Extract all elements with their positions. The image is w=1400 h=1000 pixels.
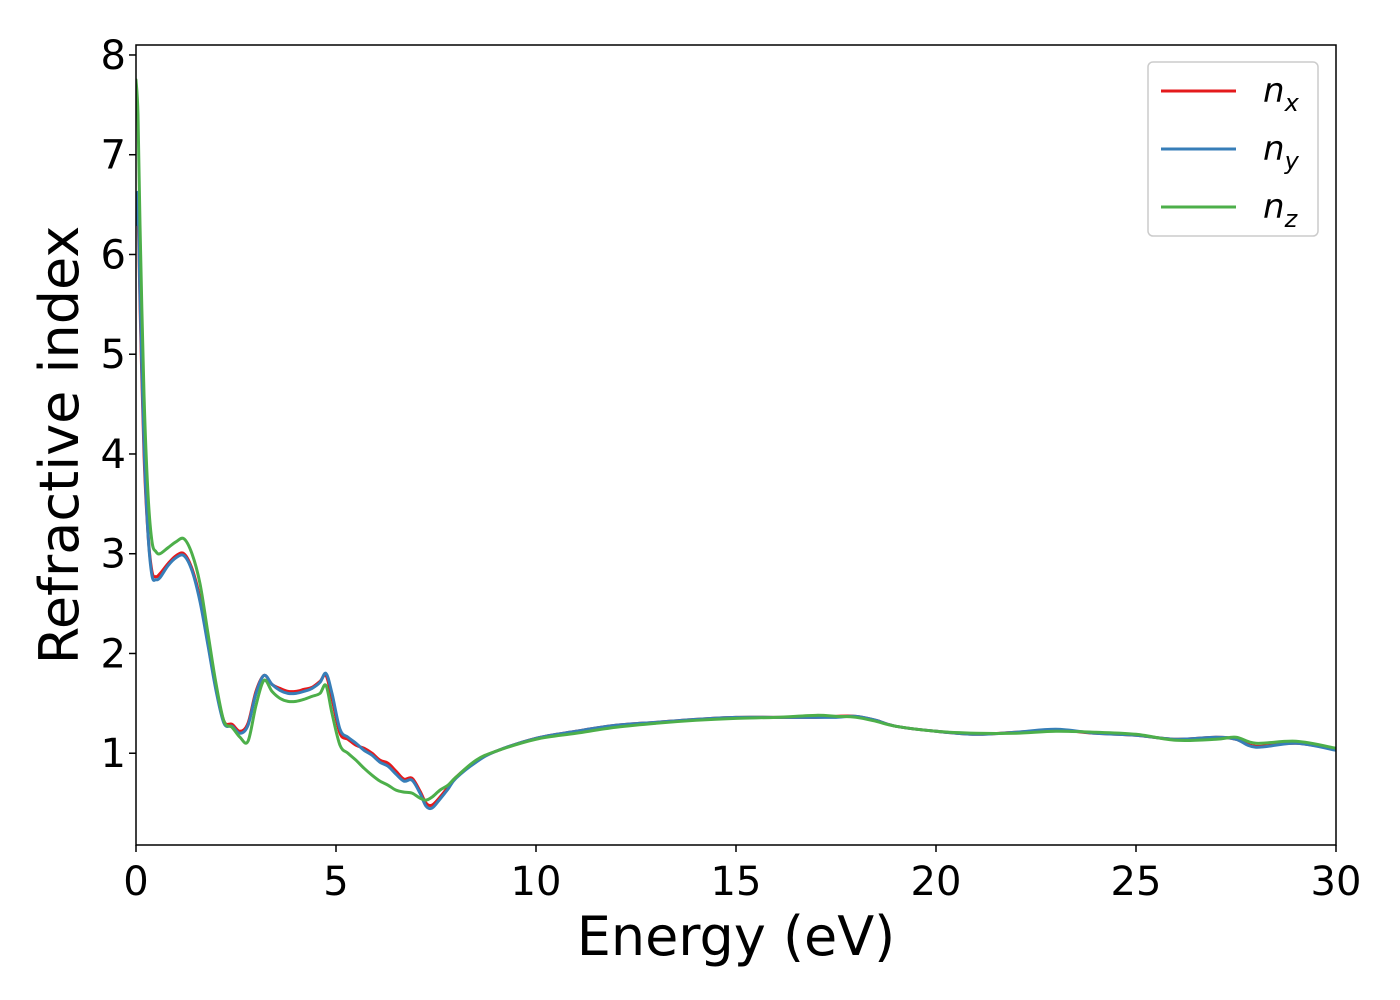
x-axis-label: Energy (eV) bbox=[577, 905, 896, 968]
series-line-x bbox=[136, 191, 1336, 808]
legend-label-x: nx bbox=[1263, 71, 1300, 117]
y-axis: 1 2 3 4 5 6 7 8 bbox=[101, 33, 136, 777]
y-tick-label: 4 bbox=[101, 432, 126, 478]
x-tick-label: 0 bbox=[123, 859, 148, 905]
series-layer bbox=[136, 78, 1336, 811]
legend-label-z: nz bbox=[1263, 187, 1299, 233]
x-tick-label: 25 bbox=[1111, 859, 1162, 905]
legend-label-sub: y bbox=[1284, 147, 1300, 175]
y-tick-label: 2 bbox=[101, 631, 126, 677]
y-tick-label: 1 bbox=[101, 731, 126, 777]
legend-label-main: n bbox=[1263, 129, 1285, 169]
legend-label-sub: z bbox=[1284, 205, 1299, 233]
y-tick-label: 6 bbox=[101, 232, 126, 278]
y-tick-label: 5 bbox=[101, 332, 126, 378]
legend-label-sub: x bbox=[1284, 89, 1300, 117]
series-line-y bbox=[136, 190, 1336, 811]
legend-label-main: n bbox=[1263, 187, 1285, 227]
legend-label-main: n bbox=[1263, 71, 1285, 111]
x-tick-label: 20 bbox=[911, 859, 962, 905]
legend-label-y: ny bbox=[1263, 129, 1300, 175]
y-tick-label: 3 bbox=[101, 532, 126, 578]
x-tick-label: 30 bbox=[1311, 859, 1362, 905]
series-line-z bbox=[136, 78, 1336, 802]
x-tick-label: 10 bbox=[511, 859, 562, 905]
y-tick-label: 8 bbox=[101, 33, 126, 79]
y-tick-label: 7 bbox=[101, 133, 126, 179]
y-axis-label: Refractive index bbox=[28, 226, 91, 665]
x-axis: 0 5 10 15 20 25 30 bbox=[123, 845, 1361, 905]
x-tick-label: 5 bbox=[323, 859, 348, 905]
x-tick-label: 15 bbox=[711, 859, 762, 905]
